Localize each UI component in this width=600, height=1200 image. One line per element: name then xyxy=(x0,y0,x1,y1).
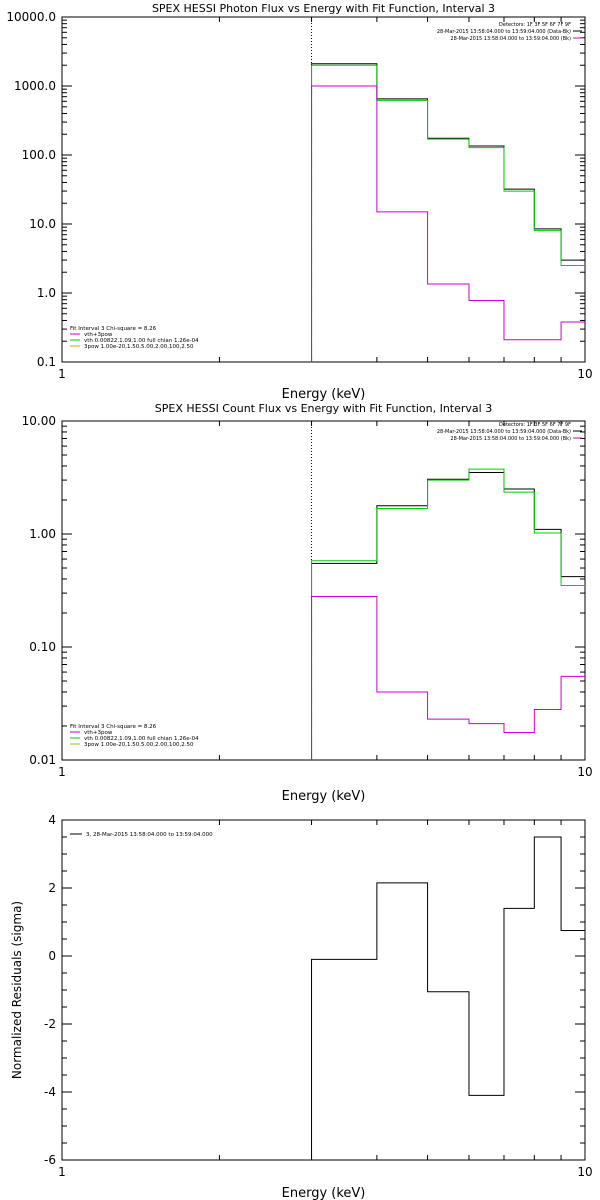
chart-panel-3: 1 10 Energy (keV) -6 -4 -2 0 2 4 Normalized Resid… xyxy=(10,813,593,1200)
y-tick-label: 1.0 xyxy=(37,286,56,300)
plot-frame xyxy=(61,819,586,1161)
legend-entry: 3, 28-Mar-2015 13:58:04.000 to 13:59:04.… xyxy=(86,832,213,838)
x-tick-label: 10 xyxy=(577,1165,592,1179)
y-tick-label: 100.0 xyxy=(22,148,56,162)
y-tick-label: 4 xyxy=(48,813,56,827)
y-tick-label: 0 xyxy=(48,949,56,963)
header-line: 28-Mar-2015 13:58:04.000 to 13:59:04.000… xyxy=(437,429,571,435)
plot-frame xyxy=(61,16,586,363)
x-tick-label: 1 xyxy=(58,765,66,779)
series-line-1 xyxy=(311,472,585,760)
header-line: 28-Mar-2015 13:58:04.000 to 13:59:04.000… xyxy=(450,36,571,42)
series-line-3 xyxy=(311,85,585,362)
y-tick-label: 1.00 xyxy=(29,527,56,541)
legend-entry: vth 0.00822,1.09,1.00 full chian 1.26e-0… xyxy=(84,338,199,344)
legend-entry: 3pow 1.00e-20,1.50,5.00,2.00,100,2.50 xyxy=(84,742,194,748)
x-tick-label: 10 xyxy=(577,765,592,779)
y-tick-label: 0.1 xyxy=(37,355,56,369)
y-axis-label: Normalized Residuals (sigma) xyxy=(10,901,24,1079)
series-line-2 xyxy=(311,64,585,362)
chart-title: SPEX HESSI Photon Flux vs Energy with Fi… xyxy=(152,2,495,15)
header-line: 28-Mar-2015 13:58:04.000 to 13:59:04.000… xyxy=(437,29,571,35)
y-tick-label: -6 xyxy=(44,1153,56,1167)
legend-entry: Fit Interval 3 Chi-square = 8.26 xyxy=(70,326,157,332)
x-tick-label: 10 xyxy=(577,367,592,381)
series-line-1 xyxy=(311,836,585,1160)
plot-frame xyxy=(61,420,586,761)
legend-entry: vth+3pow xyxy=(84,730,113,736)
header-line: Detectors: 1F 3F 5F 6F 7F 9F xyxy=(499,422,571,428)
x-axis-label: Energy (keV) xyxy=(282,387,366,402)
y-tick-label: 10000.0 xyxy=(6,10,56,24)
header-line: 28-Mar-2015 13:58:04.000 to 13:59:04.000… xyxy=(450,436,571,442)
legend-entry: vth 0.00822,1.09,1.00 full chian 1.26e-0… xyxy=(84,736,199,742)
y-tick-label: 0.10 xyxy=(29,640,56,654)
y-tick-label: 10.0 xyxy=(29,217,56,231)
series-line-1 xyxy=(311,63,585,362)
y-tick-label: 10.00 xyxy=(22,414,56,428)
x-tick-label: 1 xyxy=(58,1165,66,1179)
x-tick-label: 1 xyxy=(58,367,66,381)
header-line: Detectors: 1F 3F 5F 6F 7F 9F xyxy=(499,22,571,28)
y-tick-label: 1000.0 xyxy=(14,79,56,93)
series-line-2 xyxy=(311,468,585,760)
chart-panel-2: SPEX HESSI Count Flux vs Energy with Fit… xyxy=(22,402,593,804)
series-line-3 xyxy=(311,595,585,760)
chart-panel-1: SPEX HESSI Photon Flux vs Energy with Fi… xyxy=(6,2,592,402)
legend-entry: vth+3pow xyxy=(84,332,113,338)
x-axis-label: Energy (keV) xyxy=(282,789,366,804)
x-axis-label: Energy (keV) xyxy=(282,1186,366,1200)
y-tick-label: -4 xyxy=(44,1085,56,1099)
chart-title: SPEX HESSI Count Flux vs Energy with Fit… xyxy=(155,402,492,415)
y-tick-label: 2 xyxy=(48,881,56,895)
y-tick-label: -2 xyxy=(44,1017,56,1031)
legend-entry: Fit Interval 3 Chi-square = 8.26 xyxy=(70,724,157,730)
y-tick-label: 0.01 xyxy=(29,753,56,767)
legend-entry: 3pow 1.00e-20,1.50,5.00,2.00,100,2.50 xyxy=(84,344,194,350)
